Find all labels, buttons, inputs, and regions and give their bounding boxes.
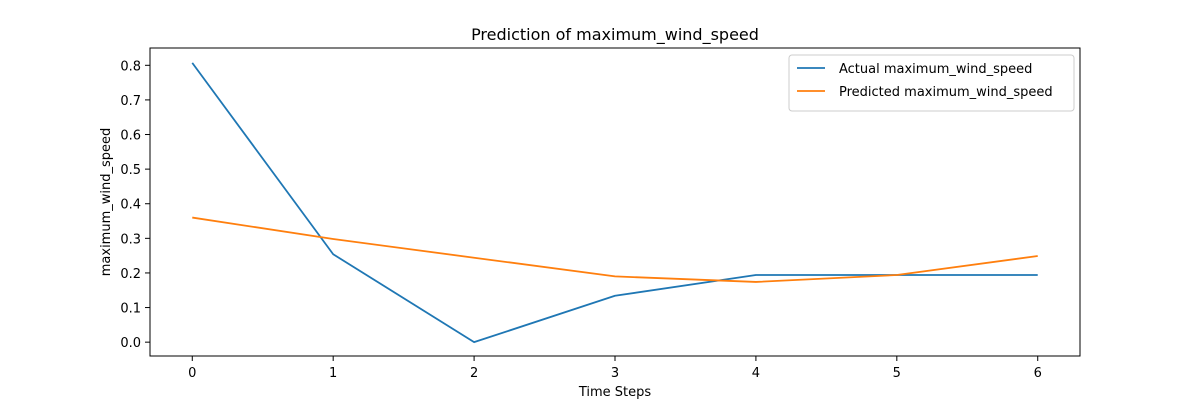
legend-label: Actual maximum_wind_speed — [839, 62, 1032, 77]
y-tick-label: 0.4 — [120, 198, 141, 213]
x-tick-label: 2 — [470, 366, 478, 381]
x-tick-label: 6 — [1034, 366, 1042, 381]
x-tick-label: 1 — [329, 366, 337, 381]
legend: Actual maximum_wind_speed Predicted maxim… — [788, 54, 1075, 112]
y-axis-title: maximum_wind_speed — [99, 128, 114, 277]
x-axis-title: Time Steps — [578, 385, 652, 400]
x-tick-label: 0 — [188, 366, 196, 381]
y-tick-label: 0.6 — [120, 129, 141, 144]
x-tick-label: 4 — [752, 366, 760, 381]
y-tick-label: 0.8 — [120, 59, 141, 74]
x-tick-label: 3 — [611, 366, 619, 381]
y-tick-label: 0.2 — [120, 267, 141, 282]
x-tick-label: 5 — [893, 366, 901, 381]
y-tick-label: 0.3 — [120, 232, 141, 247]
series-line-predicted — [192, 216, 1038, 283]
y-tick-label: 0.1 — [120, 302, 141, 317]
legend-label: Predicted maximum_wind_speed — [839, 85, 1053, 100]
y-tick-label: 0.7 — [120, 94, 141, 109]
legend-box — [788, 54, 1075, 112]
y-tick-label: 0.0 — [120, 336, 141, 351]
chart-title: Prediction of maximum_wind_speed — [471, 25, 759, 45]
y-tick-label: 0.5 — [120, 163, 141, 178]
